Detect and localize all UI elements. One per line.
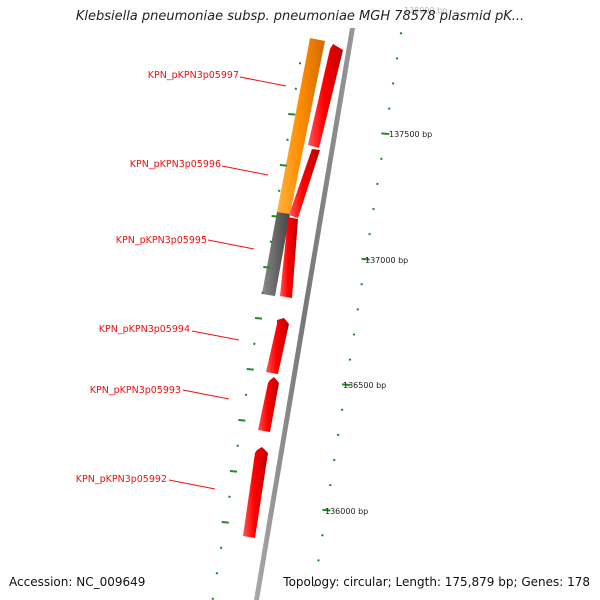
accession-text: Accession: NC_009649: [9, 575, 146, 589]
leader-line-kpn-pkpn3p05993: [182, 389, 230, 400]
gene-label-kpn-pkpn3p05993[interactable]: KPN_pKPN3p05993: [90, 385, 181, 396]
outer-minor-tick: [352, 333, 356, 336]
outer-scale-ticks: [313, 32, 403, 587]
outer-minor-tick: [348, 358, 352, 361]
outer-minor-tick: [380, 157, 383, 161]
outer-major-tick: [322, 508, 331, 512]
outer-minor-tick: [360, 283, 363, 286]
gene-arrow-kpn-pkpn3p05993[interactable]: [258, 377, 279, 432]
inner-minor-tick: [294, 87, 298, 91]
inner-minor-tick: [253, 342, 256, 346]
outer-minor-tick: [329, 483, 332, 487]
leader-line-kpn-pkpn3p05992: [168, 479, 216, 490]
leader-line-kpn-pkpn3p05997: [239, 76, 287, 87]
outer-major-tick: [361, 257, 370, 261]
inner-major-tick: [263, 266, 271, 269]
inner-major-tick: [229, 470, 238, 473]
inner-major-tick: [246, 368, 254, 371]
leader-line-kpn-pkpn3p05994: [191, 330, 240, 341]
bp-label-138000: 138000 bp: [404, 6, 447, 15]
inner-minor-tick: [277, 189, 281, 193]
inner-minor-tick: [269, 240, 273, 244]
inner-scale-ticks: [211, 62, 302, 600]
outer-minor-tick: [321, 534, 324, 537]
outer-minor-tick: [372, 207, 375, 211]
topology-stats-text: Topology: circular; Length: 175,879 bp; …: [283, 575, 590, 589]
outer-minor-tick: [391, 82, 395, 85]
inner-major-tick: [288, 113, 296, 116]
inner-major-tick: [254, 317, 263, 320]
leader-line-kpn-pkpn3p05996: [221, 165, 269, 176]
map-title: Klebsiella pneumoniae subsp. pneumoniae …: [75, 9, 525, 24]
outer-minor-tick: [376, 182, 379, 186]
plasmid-backbone: [254, 28, 355, 600]
outer-minor-tick: [313, 584, 316, 587]
inner-minor-tick: [228, 495, 231, 499]
inner-minor-tick: [286, 138, 289, 142]
gene-arrow-kpn-pkpn3p05995[interactable]: [280, 217, 298, 298]
leader-line-kpn-pkpn3p05995: [207, 239, 255, 250]
inner-minor-tick: [215, 572, 219, 575]
bp-label-137000: 137000 bp: [365, 256, 408, 265]
bp-label-137500: 137500 bp: [389, 130, 432, 139]
gene-label-kpn-pkpn3p05996[interactable]: KPN_pKPN3p05996: [130, 159, 221, 170]
bp-label-136000: 136000 bp: [325, 507, 368, 516]
gene-label-kpn-pkpn3p05997[interactable]: KPN_pKPN3p05997: [148, 70, 239, 81]
inner-minor-tick: [261, 291, 264, 295]
orange-feature-bar[interactable]: [277, 38, 325, 214]
outer-major-tick: [341, 383, 351, 386]
inner-minor-tick: [298, 62, 302, 65]
inner-major-tick: [221, 521, 229, 524]
inner-minor-tick: [219, 546, 223, 550]
outer-minor-tick: [368, 232, 371, 236]
gray-feature-bar[interactable]: [262, 212, 290, 296]
outer-minor-tick: [399, 32, 403, 35]
inner-major-tick: [271, 215, 279, 218]
gene-arrow-kpn-pkpn3p05994[interactable]: [266, 318, 289, 374]
outer-minor-tick: [332, 458, 336, 462]
outer-major-tick: [381, 132, 390, 135]
outer-minor-tick: [336, 433, 340, 437]
gene-arrow-kpn-pkpn3p05997[interactable]: [308, 44, 343, 148]
inner-major-tick: [279, 164, 287, 167]
gene-label-kpn-pkpn3p05994[interactable]: KPN_pKPN3p05994: [99, 324, 190, 335]
gene-label-kpn-pkpn3p05992[interactable]: KPN_pKPN3p05992: [76, 474, 167, 485]
inner-minor-tick: [211, 597, 215, 600]
outer-minor-tick: [340, 408, 344, 412]
gene-arrow-kpn-pkpn3p05992[interactable]: [243, 447, 268, 538]
gene-label-kpn-pkpn3p05995[interactable]: KPN_pKPN3p05995: [116, 235, 207, 246]
outer-minor-tick: [356, 308, 360, 311]
inner-minor-tick: [244, 393, 248, 397]
outer-minor-tick: [387, 107, 391, 110]
bp-label-136500: 136500 bp: [343, 381, 386, 390]
outer-minor-tick: [317, 559, 320, 562]
outer-minor-tick: [395, 57, 399, 60]
inner-minor-tick: [236, 444, 239, 448]
inner-major-tick: [238, 419, 246, 422]
gene-arrow-kpn-pkpn3p05996[interactable]: [289, 149, 320, 218]
